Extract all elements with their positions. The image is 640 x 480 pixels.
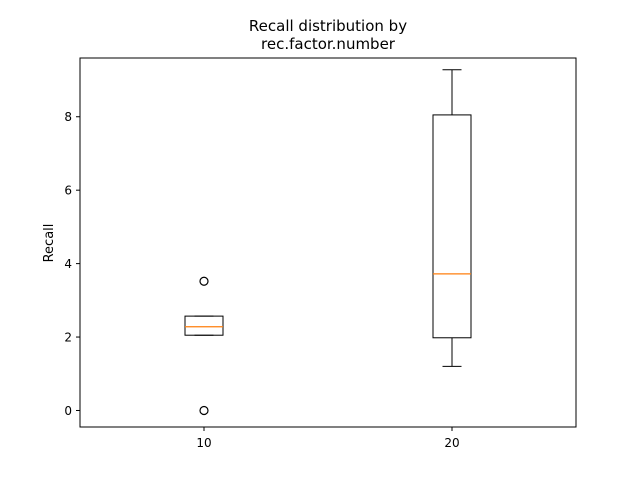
chart-title-line-2: rec.factor.number: [261, 35, 395, 53]
y-tick-label: 8: [64, 110, 72, 124]
y-tick-label: 6: [64, 184, 72, 198]
box-group-10: [184, 276, 224, 416]
y-tick-label: 4: [64, 257, 72, 271]
iqr-box: [184, 315, 224, 336]
plot-area-frame: [79, 57, 577, 428]
boxes: [184, 69, 472, 416]
x-tick-label: 20: [444, 436, 459, 450]
outlier-point: [199, 276, 209, 286]
box-group-20: [432, 69, 472, 367]
iqr-box: [432, 114, 472, 339]
outlier-point: [199, 405, 209, 416]
y-axis: 0 2 4 6 8: [64, 110, 80, 418]
y-tick-label: 0: [64, 404, 72, 418]
chart-title-line-1: Recall distribution by: [248, 17, 408, 35]
y-tick-label: 2: [64, 331, 72, 345]
x-axis: 10 20: [196, 427, 460, 450]
y-axis-label: Recall: [42, 224, 57, 263]
x-tick-label: 10: [196, 436, 211, 450]
